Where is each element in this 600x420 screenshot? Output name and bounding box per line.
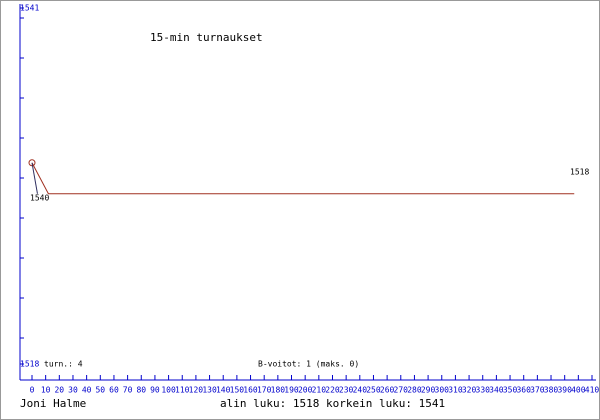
x-tick-label: 80 (136, 386, 146, 395)
stat: turn.: 4 (44, 360, 83, 369)
x-tick-label: 10 (41, 386, 51, 395)
x-tick-label: 190 (284, 386, 299, 395)
x-tick-label: 110 (175, 386, 190, 395)
x-tick-label: 270 (394, 386, 409, 395)
x-tick-label: 310 (448, 386, 463, 395)
x-tick-label: 390 (557, 386, 572, 395)
x-tick-label: 0 (30, 386, 35, 395)
x-tick-label: 100 (161, 386, 176, 395)
x-tick-label: 300 (435, 386, 450, 395)
y-tick-label: 1518 (20, 360, 39, 369)
x-tick-label: 200 (298, 386, 313, 395)
x-tick-label: 240 (353, 386, 368, 395)
x-tick-label: 370 (530, 386, 545, 395)
x-tick-label: 180 (271, 386, 286, 395)
x-tick-label: 70 (123, 386, 133, 395)
x-tick-label: 30 (68, 386, 78, 395)
y-tick-label: 1541 (20, 4, 39, 13)
x-tick-label: 40 (82, 386, 92, 395)
line (31, 162, 575, 195)
x-tick-label: 410 (585, 386, 600, 395)
x-tick-label: 140 (216, 386, 231, 395)
chart-title: 15-min turnaukset (150, 31, 263, 44)
x-tick-label: 20 (54, 386, 64, 395)
x-tick-label: 350 (503, 386, 518, 395)
footer: Joni Halme (20, 397, 86, 410)
x-tick-label: 120 (189, 386, 204, 395)
x-tick-label: 160 (243, 386, 258, 395)
x-tick-label: 150 (230, 386, 245, 395)
x-tick-label: 320 (462, 386, 477, 395)
x-tick-label: 280 (407, 386, 422, 395)
x-tick-label: 170 (257, 386, 272, 395)
x-tick-label: 400 (571, 386, 586, 395)
x-tick-label: 50 (95, 386, 105, 395)
stat: B-voitot: 1 (maks. 0) (258, 360, 359, 369)
line (31, 162, 38, 194)
annotation: 1540 (30, 194, 49, 203)
annotation: 1518 (570, 168, 589, 177)
x-tick-label: 90 (150, 386, 160, 395)
x-tick-label: 380 (544, 386, 559, 395)
x-tick-label: 340 (489, 386, 504, 395)
x-tick-label: 290 (421, 386, 436, 395)
point-marker (28, 159, 36, 167)
x-tick-label: 210 (312, 386, 327, 395)
x-tick-label: 260 (380, 386, 395, 395)
x-tick-label: 130 (202, 386, 217, 395)
x-tick-label: 330 (476, 386, 491, 395)
x-tick-label: 220 (325, 386, 340, 395)
x-tick-label: 230 (339, 386, 354, 395)
footer: alin luku: 1518 korkein luku: 1541 (220, 397, 445, 410)
x-tick-label: 360 (516, 386, 531, 395)
x-tick-label: 60 (109, 386, 119, 395)
x-tick-label: 250 (366, 386, 381, 395)
